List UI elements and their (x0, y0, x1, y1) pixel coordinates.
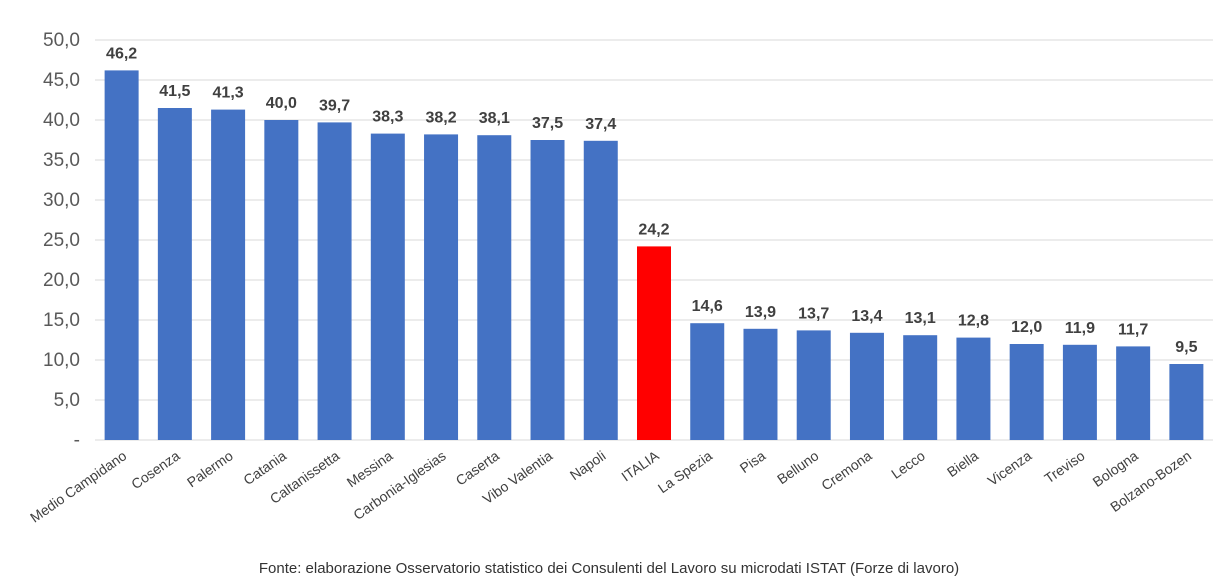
data-label: 13,9 (745, 304, 776, 321)
bar (370, 133, 405, 440)
y-tick-label: 45,0 (43, 70, 80, 91)
bar (1009, 344, 1044, 440)
x-tick-label: Treviso (1041, 447, 1088, 486)
data-label: 11,7 (1118, 321, 1148, 338)
y-tick-label: 15,0 (43, 310, 80, 331)
bar (317, 122, 352, 441)
data-label: 9,5 (1175, 339, 1197, 356)
x-tick-label: Catania (240, 447, 289, 488)
bar-chart: - 5,0 10,0 15,0 20,0 25,0 30,0 35,0 40,0 45,0 50,0… (27, 30, 1213, 526)
bar (849, 332, 884, 440)
x-tick-label: ITALIA (618, 447, 662, 484)
bar (211, 109, 246, 440)
data-label: 37,4 (585, 116, 616, 133)
bar (530, 140, 565, 440)
y-tick-label: 25,0 (43, 230, 80, 251)
source-note: Fonte: elaborazione Osservatorio statist… (258, 560, 960, 577)
data-label: 14,6 (692, 298, 723, 315)
x-tick-label: Biella (944, 447, 981, 480)
x-tick-label: Belluno (774, 447, 822, 487)
data-label: 39,7 (319, 97, 350, 114)
data-label: 38,2 (425, 109, 456, 126)
data-label: 46,2 (106, 45, 137, 62)
bar (424, 134, 459, 440)
bar (796, 330, 831, 440)
y-tick-label: 50,0 (43, 30, 80, 51)
y-tick-label: 20,0 (43, 270, 80, 291)
data-label: 12,8 (958, 313, 989, 330)
x-tick-label: Pisa (737, 447, 769, 476)
data-label: 13,1 (905, 310, 936, 327)
y-tick-label: 10,0 (43, 350, 80, 371)
bar (477, 135, 512, 440)
x-tick-label: Lecco (888, 447, 928, 482)
value-labels: 46,2 41,5 41,3 40,0 39,7 38,3 38,2 38,1 37,5 37,4… (106, 45, 1198, 356)
data-label: 11,9 (1065, 320, 1095, 337)
bar (104, 70, 139, 441)
bar (583, 140, 618, 441)
bar (637, 246, 671, 440)
bars (104, 70, 1204, 441)
data-label: 38,3 (372, 109, 403, 126)
y-tick-label: 5,0 (54, 390, 80, 411)
data-label: 12,0 (1011, 319, 1042, 336)
bar (1169, 364, 1204, 440)
x-tick-label: Napoli (567, 447, 609, 483)
x-tick-label: La Spezia (655, 447, 715, 496)
bar (264, 120, 299, 440)
data-label: 38,1 (479, 110, 510, 127)
bar (1116, 346, 1151, 440)
data-label: 41,5 (159, 83, 190, 100)
data-label: 13,4 (851, 308, 882, 325)
x-tick-label: Cosenza (128, 447, 183, 492)
y-axis: - 5,0 10,0 15,0 20,0 25,0 30,0 35,0 40,0 45,0 50,0 (43, 30, 80, 451)
bar (903, 335, 938, 440)
data-label: 24,2 (638, 221, 669, 238)
x-tick-label: Palermo (184, 447, 236, 490)
x-tick-label: Cremona (818, 447, 875, 493)
y-tick-label: 35,0 (43, 150, 80, 171)
data-label: 13,7 (798, 305, 829, 322)
data-label: 41,3 (213, 85, 244, 102)
y-tick-label: - (74, 430, 80, 451)
bar (690, 323, 725, 440)
bar (743, 328, 778, 440)
bar (956, 337, 991, 440)
data-label: 37,5 (532, 115, 563, 132)
x-tick-label: Carbonia-Iglesias (350, 447, 448, 523)
x-tick-label: Vicenza (985, 447, 1035, 489)
bar (157, 108, 192, 440)
data-label: 40,0 (266, 95, 297, 112)
y-tick-label: 30,0 (43, 190, 80, 211)
x-tick-label: Medio Campidano (27, 447, 129, 525)
bar (1062, 344, 1097, 440)
y-tick-label: 40,0 (43, 110, 80, 131)
